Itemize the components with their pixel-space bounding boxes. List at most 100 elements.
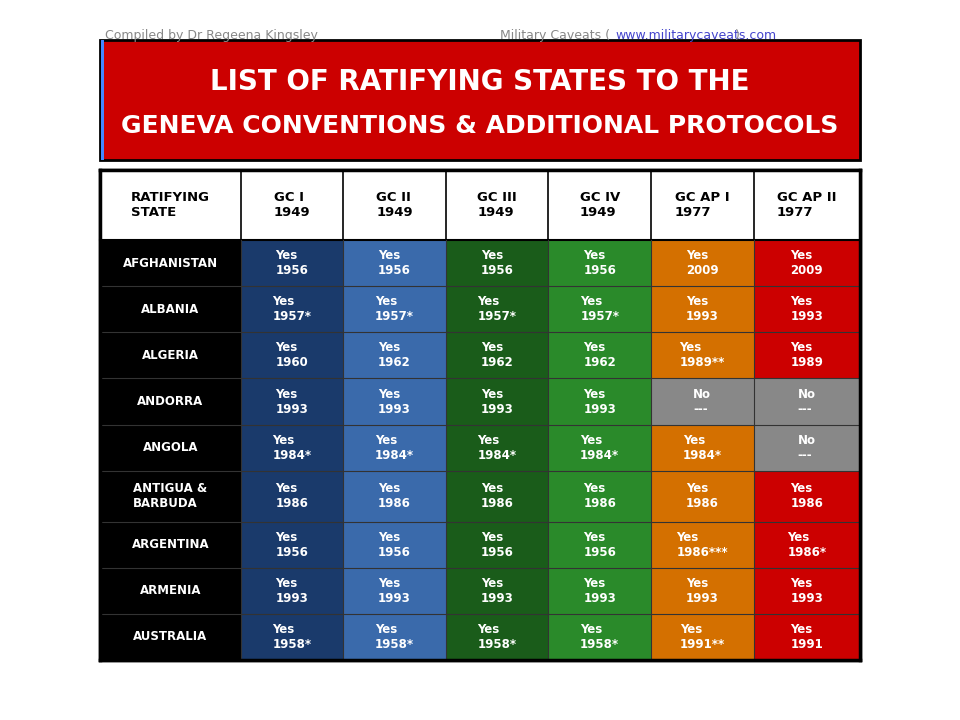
Text: Yes
1989: Yes 1989 (790, 341, 824, 369)
FancyBboxPatch shape (101, 40, 104, 160)
Text: Military Caveats (: Military Caveats ( (500, 29, 610, 42)
FancyBboxPatch shape (651, 333, 754, 379)
Text: No
---: No --- (798, 433, 816, 462)
FancyBboxPatch shape (445, 521, 548, 567)
FancyBboxPatch shape (651, 614, 754, 660)
Text: Yes
1956: Yes 1956 (378, 249, 411, 277)
Text: GC AP I
1977: GC AP I 1977 (675, 191, 730, 219)
FancyBboxPatch shape (241, 471, 344, 521)
FancyBboxPatch shape (754, 425, 860, 471)
FancyBboxPatch shape (241, 240, 344, 286)
FancyBboxPatch shape (548, 521, 651, 567)
Text: Yes
1993: Yes 1993 (686, 577, 719, 605)
FancyBboxPatch shape (651, 567, 754, 614)
Text: ): ) (735, 29, 740, 42)
Text: Yes
1984*: Yes 1984* (273, 433, 311, 462)
Text: Yes
1984*: Yes 1984* (375, 433, 414, 462)
FancyBboxPatch shape (100, 425, 241, 471)
FancyBboxPatch shape (754, 521, 860, 567)
Text: Yes
1956: Yes 1956 (584, 249, 616, 277)
Text: GENEVA CONVENTIONS & ADDITIONAL PROTOCOLS: GENEVA CONVENTIONS & ADDITIONAL PROTOCOL… (121, 114, 839, 138)
FancyBboxPatch shape (100, 240, 241, 286)
Text: GC AP II
1977: GC AP II 1977 (777, 191, 836, 219)
FancyBboxPatch shape (100, 521, 241, 567)
FancyBboxPatch shape (241, 614, 344, 660)
FancyBboxPatch shape (100, 614, 241, 660)
FancyBboxPatch shape (100, 286, 241, 333)
Text: Yes
1958*: Yes 1958* (580, 623, 619, 651)
Text: Yes
1986: Yes 1986 (790, 482, 824, 510)
Text: ANTIGUA &
BARBUDA: ANTIGUA & BARBUDA (133, 482, 207, 510)
Text: Yes
1956: Yes 1956 (584, 531, 616, 559)
FancyBboxPatch shape (445, 379, 548, 425)
FancyBboxPatch shape (241, 333, 344, 379)
Text: Yes
1956: Yes 1956 (481, 249, 514, 277)
FancyBboxPatch shape (100, 333, 241, 379)
Text: Yes
1957*: Yes 1957* (375, 295, 414, 323)
FancyBboxPatch shape (344, 521, 445, 567)
Text: GC IV
1949: GC IV 1949 (580, 191, 620, 219)
FancyBboxPatch shape (548, 567, 651, 614)
Text: GC III
1949: GC III 1949 (477, 191, 517, 219)
Text: ANDORRA: ANDORRA (137, 395, 204, 408)
Text: Yes
1993: Yes 1993 (790, 295, 823, 323)
Text: GC I
1949: GC I 1949 (274, 191, 310, 219)
FancyBboxPatch shape (548, 379, 651, 425)
Text: Yes
1993: Yes 1993 (584, 387, 616, 415)
Text: Yes
1984*: Yes 1984* (477, 433, 516, 462)
FancyBboxPatch shape (754, 333, 860, 379)
Text: Yes
1956: Yes 1956 (481, 531, 514, 559)
FancyBboxPatch shape (548, 286, 651, 333)
Text: ALBANIA: ALBANIA (141, 302, 200, 316)
FancyBboxPatch shape (754, 240, 860, 286)
FancyBboxPatch shape (100, 40, 860, 160)
FancyBboxPatch shape (651, 286, 754, 333)
FancyBboxPatch shape (548, 425, 651, 471)
Text: AFGHANISTAN: AFGHANISTAN (123, 256, 218, 269)
FancyBboxPatch shape (241, 286, 344, 333)
FancyBboxPatch shape (344, 471, 445, 521)
Text: Yes
1956: Yes 1956 (378, 531, 411, 559)
Text: Yes
1991: Yes 1991 (790, 623, 823, 651)
FancyBboxPatch shape (754, 471, 860, 521)
Text: Yes
1993: Yes 1993 (584, 577, 616, 605)
FancyBboxPatch shape (754, 567, 860, 614)
FancyBboxPatch shape (100, 170, 860, 660)
Text: Yes
1993: Yes 1993 (790, 577, 823, 605)
Text: Yes
2009: Yes 2009 (790, 249, 823, 277)
Text: Yes
1986: Yes 1986 (378, 482, 411, 510)
FancyBboxPatch shape (754, 614, 860, 660)
FancyBboxPatch shape (344, 240, 445, 286)
FancyBboxPatch shape (344, 286, 445, 333)
Text: Yes
1993: Yes 1993 (481, 387, 514, 415)
Text: LIST OF RATIFYING STATES TO THE: LIST OF RATIFYING STATES TO THE (210, 68, 750, 96)
Text: Yes
1958*: Yes 1958* (273, 623, 311, 651)
FancyBboxPatch shape (100, 471, 241, 521)
FancyBboxPatch shape (445, 471, 548, 521)
FancyBboxPatch shape (241, 425, 344, 471)
FancyBboxPatch shape (651, 425, 754, 471)
Text: Yes
1956: Yes 1956 (276, 531, 308, 559)
Text: www.militarycaveats.com: www.militarycaveats.com (615, 29, 776, 42)
Text: No
---: No --- (798, 387, 816, 415)
Text: Yes
1993: Yes 1993 (686, 295, 719, 323)
Text: Yes
1993: Yes 1993 (481, 577, 514, 605)
Text: Yes
1993: Yes 1993 (378, 577, 411, 605)
Text: ARGENTINA: ARGENTINA (132, 538, 209, 551)
FancyBboxPatch shape (754, 379, 860, 425)
FancyBboxPatch shape (241, 567, 344, 614)
Text: Yes
1958*: Yes 1958* (477, 623, 516, 651)
FancyBboxPatch shape (548, 471, 651, 521)
Text: Yes
1957*: Yes 1957* (273, 295, 311, 323)
Text: Yes
1957*: Yes 1957* (478, 295, 516, 323)
Text: Yes
2009: Yes 2009 (686, 249, 719, 277)
Text: Yes
1956: Yes 1956 (276, 249, 308, 277)
Text: Yes
1986: Yes 1986 (584, 482, 616, 510)
Text: ANGOLA: ANGOLA (142, 441, 198, 454)
Text: Yes
1993: Yes 1993 (378, 387, 411, 415)
FancyBboxPatch shape (445, 286, 548, 333)
FancyBboxPatch shape (344, 567, 445, 614)
Text: Yes
1986: Yes 1986 (276, 482, 308, 510)
FancyBboxPatch shape (651, 471, 754, 521)
FancyBboxPatch shape (100, 567, 241, 614)
